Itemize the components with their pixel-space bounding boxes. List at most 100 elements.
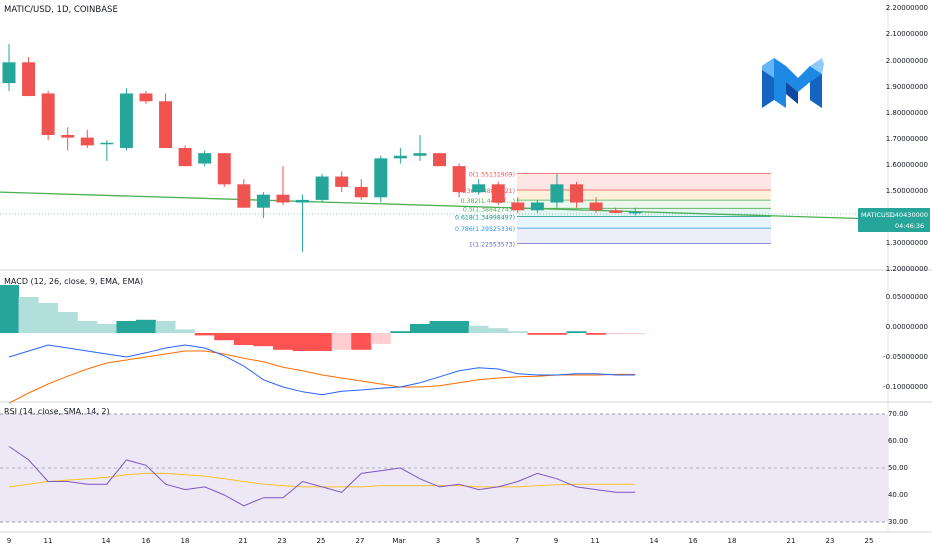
- fib-zone: [517, 216, 771, 229]
- candle-body: [628, 211, 642, 214]
- candle-body: [550, 184, 564, 203]
- time-tick: 9: [554, 537, 558, 545]
- macd-histogram-bar: [507, 331, 528, 333]
- candle-body: [570, 184, 584, 203]
- candle-body: [22, 62, 36, 97]
- macd-histogram-bar: [312, 333, 333, 351]
- time-tick: 21: [239, 537, 248, 545]
- trendline[interactable]: [0, 191, 889, 221]
- time-tick: 23: [826, 537, 835, 545]
- macd-histogram-bar: [38, 303, 59, 333]
- time-tick: 27: [356, 537, 365, 545]
- candle-body: [2, 62, 16, 84]
- macd-line: [8, 344, 636, 396]
- time-tick: 14: [650, 537, 659, 545]
- time-tick: 21: [787, 537, 796, 545]
- time-tick: 5: [476, 537, 480, 545]
- candle-body: [315, 176, 329, 200]
- rsi-tick: 70.00: [888, 410, 908, 418]
- chart-title: MATIC/USD, 1D, COINBASE: [4, 5, 118, 15]
- macd-histogram-bar: [449, 321, 470, 333]
- rsi-label: RSI (14, close, SMA, 14, 2): [4, 407, 110, 416]
- macd-tick: 0.05000000: [886, 293, 928, 301]
- candle-body: [393, 155, 407, 159]
- macd-indicator: [0, 285, 646, 404]
- time-axis: 9 11 14 16 18 21 23 25 27 Mar 3 5 7 9 11…: [7, 537, 874, 545]
- fib-zone: [517, 189, 771, 201]
- candle-body: [100, 142, 114, 145]
- candle-body: [61, 135, 75, 138]
- time-tick: 16: [689, 537, 698, 545]
- macd-tick: 0.00000000: [886, 323, 928, 331]
- rsi-axis: 70.00 60.00 50.00 40.00 30.00: [888, 410, 908, 526]
- time-tick: 18: [728, 537, 737, 545]
- fib-level-label: 0.786(1.29525336): [455, 226, 515, 233]
- price-tick: 1.60000000: [886, 161, 928, 169]
- rsi-indicator: [8, 445, 636, 507]
- candle-body: [491, 184, 505, 203]
- macd-histogram-bar: [586, 333, 607, 335]
- fib-zone: [517, 200, 771, 209]
- macd-histogram-bar: [253, 333, 274, 347]
- candle-body: [80, 137, 94, 146]
- time-tick: 25: [317, 537, 326, 545]
- time-tick: 14: [102, 537, 111, 545]
- candle-body: [354, 186, 368, 198]
- rsi-tick: 40.00: [888, 491, 908, 499]
- macd-histogram-bar: [566, 331, 587, 333]
- macd-histogram-bar: [233, 333, 254, 345]
- price-tick: 2.20000000: [886, 4, 928, 12]
- rsi-tick: 60.00: [888, 437, 908, 445]
- macd-histogram-bar: [409, 324, 430, 333]
- macd-histogram-bar: [370, 333, 391, 344]
- price-axis-pane: [888, 0, 932, 550]
- macd-histogram-bar: [605, 333, 626, 335]
- macd-histogram-bar: [390, 331, 411, 333]
- candle-body: [589, 202, 603, 211]
- macd-histogram-bar: [292, 333, 313, 351]
- candle-body: [237, 184, 251, 208]
- rsi-line: [8, 445, 636, 507]
- candle-body: [433, 153, 447, 167]
- rsi-tick: 50.00: [888, 464, 908, 472]
- price-tag-value: 1.40430000: [889, 211, 928, 219]
- candle-body: [472, 184, 486, 193]
- time-tick: 25: [865, 537, 874, 545]
- price-tick: 1.50000000: [886, 187, 928, 195]
- candles: [2, 44, 642, 252]
- fib-level-label: 1(1.22553573): [469, 241, 515, 248]
- macd-histogram-bar: [214, 333, 235, 341]
- macd-histogram-bar: [468, 325, 489, 333]
- macd-label: MACD (12, 26, close, 9, EMA, EMA): [4, 277, 143, 286]
- candle-body: [178, 147, 192, 167]
- candle-body: [276, 194, 290, 203]
- macd-axis: 0.05000000 0.00000000 -0.05000000 -0.100…: [883, 293, 928, 391]
- time-tick: 11: [591, 537, 600, 545]
- macd-histogram-bar: [155, 321, 176, 333]
- price-tick: 2.10000000: [886, 30, 928, 38]
- macd-histogram-bar: [96, 324, 117, 333]
- candle-body: [139, 93, 153, 102]
- candle-body: [119, 93, 133, 148]
- fib-level-label: 0.618(1.34998497): [455, 214, 515, 221]
- candle-body: [511, 202, 525, 211]
- candle-body: [609, 210, 623, 213]
- candle-body: [198, 153, 212, 164]
- macd-histogram-bar: [194, 333, 215, 336]
- price-tick: 1.30000000: [886, 239, 928, 247]
- price-tick: 1.70000000: [886, 135, 928, 143]
- polygon-matic-logo: [762, 58, 824, 108]
- candle-body: [413, 153, 427, 156]
- macd-histogram-bar: [527, 333, 548, 335]
- macd-histogram-bar: [272, 333, 293, 350]
- price-tag-countdown: 04:46:36: [895, 222, 924, 230]
- macd-histogram-bar: [0, 285, 19, 333]
- candle-body: [296, 199, 310, 203]
- time-tick: 16: [142, 537, 151, 545]
- macd-histogram-bar: [331, 333, 352, 350]
- time-tick: 7: [515, 537, 519, 545]
- price-tick: 1.20000000: [886, 265, 928, 273]
- fib-zone: [517, 228, 771, 244]
- time-tick: Mar: [392, 537, 405, 545]
